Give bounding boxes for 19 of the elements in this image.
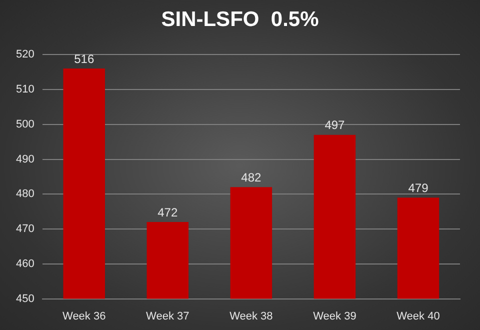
data-label: 479 xyxy=(408,180,429,195)
data-label: 482 xyxy=(241,170,262,184)
y-tick-label: 480 xyxy=(16,188,34,200)
data-label: 516 xyxy=(74,52,94,66)
y-tick-label: 460 xyxy=(16,258,34,270)
data-label: 472 xyxy=(158,205,178,220)
x-tick-label: Week 39 xyxy=(313,310,356,322)
y-tick-label: 450 xyxy=(16,292,34,305)
chart-title: SIN-LSFO 0.5% xyxy=(160,8,320,32)
x-tick-label: Week 40 xyxy=(396,310,440,322)
y-tick-label: 500 xyxy=(16,118,34,130)
y-tick-label: 520 xyxy=(16,48,34,61)
y-tick-label: 490 xyxy=(16,153,34,166)
x-tick-label: Week 37 xyxy=(146,310,190,322)
x-tick-label: Week 36 xyxy=(62,310,106,322)
data-label: 497 xyxy=(324,118,346,132)
y-tick-label: 510 xyxy=(16,84,34,96)
x-tick-label: Week 38 xyxy=(230,310,273,322)
y-tick-label: 470 xyxy=(16,223,34,236)
